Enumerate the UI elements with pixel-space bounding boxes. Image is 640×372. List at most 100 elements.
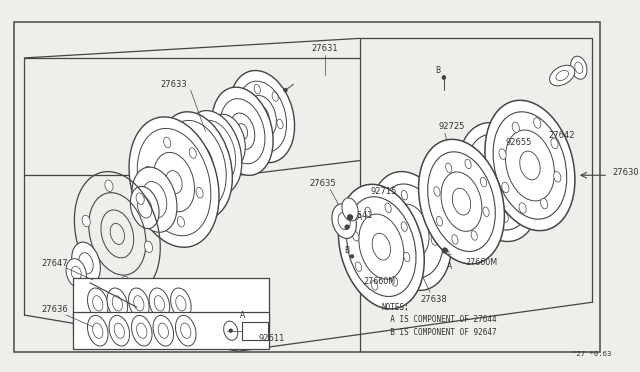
Ellipse shape — [131, 186, 159, 228]
Circle shape — [345, 225, 349, 229]
Text: 27636: 27636 — [42, 305, 68, 314]
Text: 27630: 27630 — [612, 168, 639, 177]
Ellipse shape — [436, 217, 443, 226]
Text: ^27 *0.63: ^27 *0.63 — [572, 351, 611, 357]
Text: L: L — [448, 250, 452, 256]
Text: 27642: 27642 — [548, 131, 575, 140]
Ellipse shape — [571, 56, 587, 79]
Bar — [74, 312, 269, 349]
Text: A: A — [349, 222, 355, 231]
Circle shape — [348, 215, 353, 220]
Ellipse shape — [72, 242, 100, 284]
Text: 92655: 92655 — [505, 138, 531, 147]
Ellipse shape — [390, 253, 396, 262]
Ellipse shape — [414, 262, 420, 272]
Ellipse shape — [149, 288, 170, 319]
Text: 27641: 27641 — [346, 211, 373, 220]
Ellipse shape — [153, 315, 173, 346]
Ellipse shape — [371, 280, 378, 290]
Ellipse shape — [404, 252, 410, 262]
Ellipse shape — [105, 180, 113, 192]
Ellipse shape — [64, 157, 170, 311]
Ellipse shape — [342, 198, 358, 221]
Circle shape — [442, 76, 445, 79]
Ellipse shape — [145, 241, 152, 253]
Ellipse shape — [401, 190, 408, 200]
Text: 27631: 27631 — [311, 44, 338, 53]
Bar — [536, 146, 565, 164]
Ellipse shape — [431, 236, 437, 246]
Ellipse shape — [339, 184, 424, 309]
Ellipse shape — [518, 186, 525, 197]
Ellipse shape — [425, 200, 431, 209]
Ellipse shape — [129, 117, 219, 247]
Ellipse shape — [485, 100, 575, 231]
Ellipse shape — [223, 321, 238, 340]
Ellipse shape — [88, 288, 108, 319]
Ellipse shape — [353, 231, 359, 241]
Ellipse shape — [541, 198, 548, 209]
Ellipse shape — [82, 215, 90, 227]
Ellipse shape — [159, 112, 232, 219]
Ellipse shape — [519, 203, 526, 213]
Ellipse shape — [209, 114, 245, 168]
Text: B IS COMPONENT OF 92647: B IS COMPONENT OF 92647 — [381, 328, 497, 337]
Ellipse shape — [136, 193, 144, 204]
Text: NOTES;: NOTES; — [381, 303, 409, 312]
Ellipse shape — [465, 159, 471, 169]
Ellipse shape — [434, 187, 440, 196]
Ellipse shape — [502, 182, 509, 193]
Text: 27638: 27638 — [420, 295, 447, 304]
Ellipse shape — [230, 71, 294, 163]
Ellipse shape — [129, 288, 149, 319]
Text: B: B — [435, 66, 440, 75]
Ellipse shape — [332, 204, 356, 238]
Ellipse shape — [483, 207, 489, 217]
Ellipse shape — [511, 151, 519, 162]
Text: 92611: 92611 — [259, 334, 285, 343]
Text: 27660M: 27660M — [465, 258, 497, 267]
Text: A IS COMPONENT OF 27644: A IS COMPONENT OF 27644 — [381, 315, 497, 324]
Ellipse shape — [452, 235, 458, 244]
Ellipse shape — [355, 262, 362, 272]
Ellipse shape — [212, 87, 273, 175]
Ellipse shape — [109, 315, 129, 346]
Ellipse shape — [107, 288, 127, 319]
Ellipse shape — [471, 231, 477, 240]
Text: 27647: 27647 — [42, 259, 68, 268]
Circle shape — [442, 76, 445, 79]
Text: 27635: 27635 — [309, 179, 336, 187]
Ellipse shape — [66, 259, 86, 288]
Ellipse shape — [401, 161, 479, 274]
Text: A: A — [447, 262, 452, 271]
Text: 27633: 27633 — [161, 80, 188, 89]
Ellipse shape — [88, 315, 108, 346]
Text: A: A — [357, 213, 362, 222]
Ellipse shape — [184, 110, 242, 195]
Text: 92715: 92715 — [370, 187, 396, 196]
Ellipse shape — [499, 149, 506, 159]
Ellipse shape — [445, 163, 452, 173]
Ellipse shape — [401, 222, 407, 231]
Text: B: B — [344, 246, 349, 255]
Ellipse shape — [550, 65, 575, 86]
Bar — [74, 278, 269, 329]
Ellipse shape — [175, 315, 196, 346]
Ellipse shape — [132, 167, 177, 232]
Text: 92725: 92725 — [438, 122, 465, 131]
Ellipse shape — [472, 167, 479, 178]
Ellipse shape — [365, 207, 371, 217]
Ellipse shape — [501, 212, 508, 222]
Bar — [243, 322, 268, 340]
Ellipse shape — [489, 142, 496, 153]
Ellipse shape — [534, 118, 541, 128]
Ellipse shape — [419, 140, 504, 264]
Ellipse shape — [479, 202, 486, 213]
Ellipse shape — [171, 288, 191, 319]
Text: 27660M: 27660M — [364, 277, 396, 286]
Ellipse shape — [481, 177, 486, 187]
Circle shape — [229, 329, 232, 332]
Ellipse shape — [512, 122, 519, 133]
Ellipse shape — [554, 171, 561, 182]
Ellipse shape — [385, 203, 391, 213]
